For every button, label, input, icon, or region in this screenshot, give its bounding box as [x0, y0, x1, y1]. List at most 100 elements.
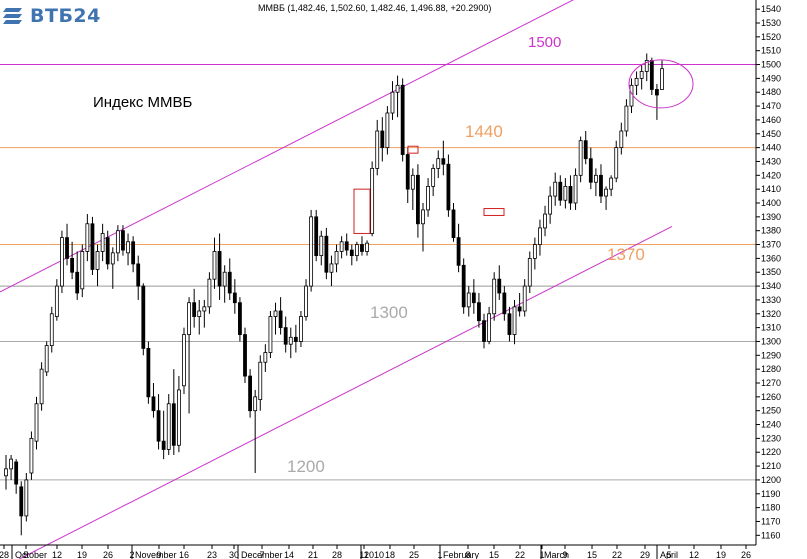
candle [365, 240, 369, 256]
candle-body [299, 316, 303, 342]
x-tick-label: 26 [741, 550, 751, 559]
level-label-1370: 1370 [607, 245, 645, 264]
x-tick-label: 12 [689, 550, 699, 559]
candle-body [319, 235, 324, 257]
candle-body [477, 302, 481, 322]
x-tick-label: 22 [515, 550, 525, 559]
candle [243, 327, 247, 383]
candle [319, 230, 324, 266]
candle [370, 161, 375, 237]
candle-body [80, 251, 85, 290]
x-tick-label: 12 [52, 550, 62, 559]
x-tick-label: 8 [465, 550, 470, 559]
candle-body [309, 216, 314, 287]
candle-body [507, 313, 512, 335]
candle [288, 327, 293, 359]
y-tick-label: 1230 [761, 433, 781, 443]
x-tick-label: 21 [308, 550, 318, 559]
candle-body [644, 59, 649, 72]
level-label-1200: 1200 [287, 457, 325, 476]
y-tick-label: 1460 [761, 115, 781, 125]
x-tick-label: 5 [23, 550, 28, 559]
x-tick-label: 19 [77, 550, 87, 559]
candle-body [375, 130, 380, 169]
candle-body [273, 310, 278, 317]
candle [441, 140, 446, 176]
y-tick-label: 1160 [761, 530, 780, 540]
candle-body [70, 257, 75, 273]
candle-body [604, 188, 608, 197]
candle [136, 255, 141, 300]
candle-body [553, 181, 558, 197]
y-tick-label: 1260 [761, 392, 781, 402]
candle [563, 178, 568, 209]
candle-body [75, 271, 80, 294]
candle-body [593, 174, 598, 183]
candle [360, 236, 364, 256]
candle [238, 297, 242, 342]
month-label: November [135, 550, 177, 559]
candle-body [466, 292, 471, 308]
candle [293, 324, 298, 353]
x-tick-label: 11 [359, 550, 368, 559]
candle-body [238, 302, 242, 335]
candle-body [400, 84, 405, 155]
candle-body [324, 235, 329, 273]
candle [65, 223, 69, 266]
candle-body [115, 230, 120, 254]
candle [299, 311, 303, 347]
candle [278, 297, 283, 335]
candle [166, 394, 171, 455]
candle-body [512, 306, 517, 335]
candle-body [410, 174, 415, 190]
candle-body [517, 306, 522, 312]
y-tick-label: 1390 [761, 212, 781, 222]
candle-body [487, 313, 492, 342]
candle [466, 286, 471, 317]
candle-body [655, 89, 659, 96]
x-tick-label: 5 [666, 550, 671, 559]
candle-body [60, 237, 64, 287]
candle-body [197, 310, 202, 317]
candle-body [288, 336, 293, 345]
candle [344, 233, 349, 256]
candle [543, 205, 547, 237]
candle [60, 230, 64, 293]
candle [451, 203, 456, 242]
candle [121, 225, 125, 256]
y-tick-label: 1300 [761, 336, 781, 346]
x-tick-label: 28 [0, 550, 9, 559]
candle [75, 251, 80, 300]
candle [593, 168, 598, 197]
candle-body [85, 223, 90, 252]
y-tick-label: 1410 [761, 184, 781, 194]
candle [187, 297, 191, 414]
candle [268, 311, 273, 359]
candle-body [329, 263, 334, 273]
level-label-1300: 1300 [370, 303, 408, 322]
candle-body [141, 285, 146, 349]
candle-body [151, 396, 156, 412]
candle [421, 203, 425, 252]
x-tick-label: 25 [409, 550, 419, 559]
x-tick-label: 9 [562, 550, 567, 559]
candle-body [548, 195, 553, 215]
x-tick-label: 15 [587, 550, 597, 559]
y-tick-label: 1490 [761, 73, 781, 83]
x-tick-label: 19 [716, 550, 726, 559]
x-tick-label: 9 [156, 550, 161, 559]
candle-body [497, 278, 502, 294]
candle [614, 140, 619, 183]
candle [655, 83, 659, 120]
candle [660, 60, 664, 90]
candle-body [9, 458, 13, 470]
candle-body [426, 185, 430, 211]
candle [4, 455, 8, 490]
candle [329, 255, 334, 287]
candle-body [293, 336, 298, 342]
annotations [353, 59, 694, 234]
y-tick-label: 1250 [761, 406, 781, 416]
candle [34, 396, 39, 450]
candle [232, 279, 237, 314]
